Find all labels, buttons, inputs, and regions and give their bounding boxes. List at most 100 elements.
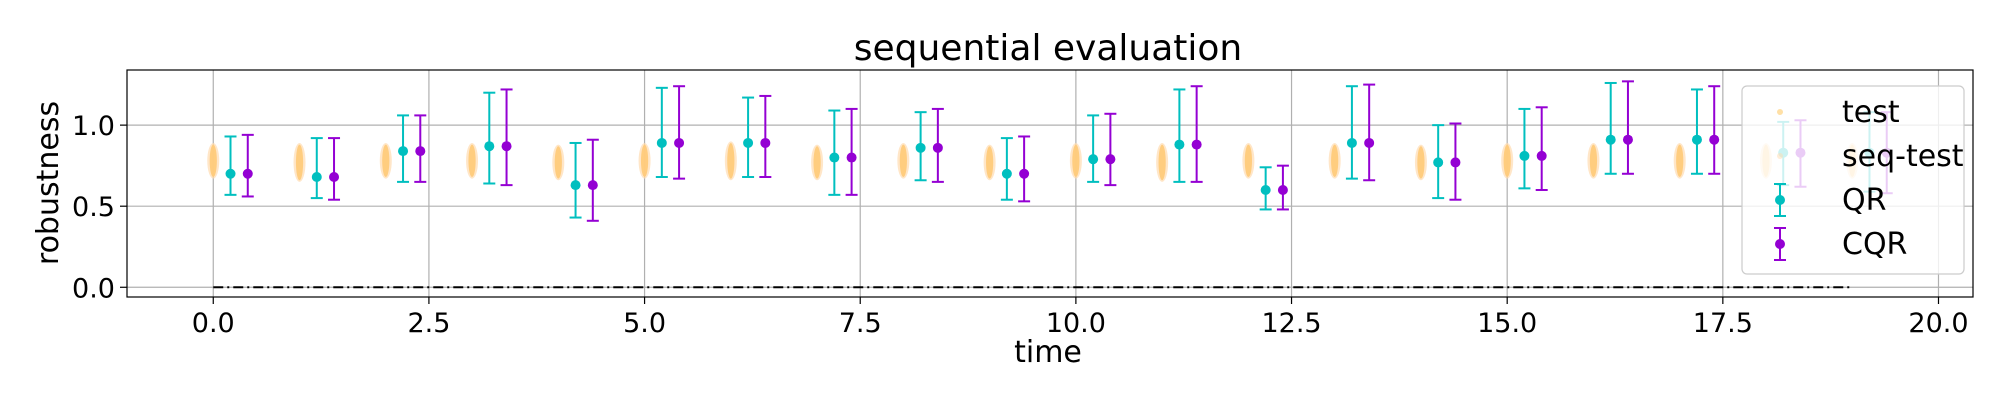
cqr-marker-9	[1019, 168, 1030, 179]
cqr-marker-7	[846, 152, 857, 163]
legend-label-seq-test: seq-test	[1842, 139, 1964, 174]
cqr-point-7	[845, 107, 858, 196]
test-marker-seq-test-16	[1587, 142, 1600, 179]
qr-point-8	[914, 111, 927, 182]
cqr-marker-6	[760, 137, 771, 148]
cqr-point-13	[1363, 83, 1376, 182]
qr-marker-17	[1691, 134, 1702, 145]
cqr-point-10	[1104, 112, 1117, 187]
x-axis-ticks: 0.0 2.5 5.0 7.5 10.0 12.5 15.0 17.5 20.0	[192, 297, 1969, 339]
test-marker-seq-test-9	[983, 144, 996, 181]
x-tick-label-8: 20.0	[1908, 308, 1968, 339]
qr-point-6	[742, 96, 755, 179]
x-tick-label-1: 2.5	[407, 308, 450, 339]
test-marker-seq-test-12	[1242, 142, 1255, 179]
legend-item-seq-test: seq-test	[1777, 139, 1964, 174]
test-marker-seq-test-2	[379, 142, 392, 179]
qr-marker-9	[1001, 168, 1012, 179]
qr-point-7	[828, 109, 841, 196]
test-marker-seq-test-15	[1501, 142, 1514, 179]
qr-marker-16	[1605, 134, 1616, 145]
test-marker-seq-test-8	[897, 142, 910, 179]
y-axis-label: robustness	[31, 101, 66, 265]
legend-label-test: test	[1842, 95, 1900, 130]
qr-point-16	[1604, 81, 1617, 175]
cqr-marker-2	[415, 146, 426, 157]
cqr-marker-16	[1622, 134, 1633, 145]
cqr-marker-5	[674, 137, 685, 148]
plot-frame	[126, 69, 1974, 298]
cqr-point-5	[673, 85, 686, 180]
cqr-point-9	[1018, 135, 1031, 203]
qr-marker-12	[1260, 184, 1271, 195]
qr-point-3	[483, 91, 496, 185]
qr-point-0	[224, 135, 237, 196]
cqr-marker-12	[1277, 184, 1288, 195]
cqr-point-11	[1190, 85, 1203, 183]
cqr-point-14	[1449, 122, 1462, 201]
x-tick-label-5: 12.5	[1261, 308, 1321, 339]
cqr-marker-1	[329, 172, 340, 183]
legend-item-cqr: CQR	[1774, 227, 1907, 262]
qr-marker-10	[1088, 154, 1099, 165]
qr-point-15	[1518, 107, 1531, 190]
legend-item-test: test	[1777, 95, 1900, 130]
qr-marker-8	[915, 142, 926, 153]
legend-label-cqr: CQR	[1842, 227, 1907, 262]
cqr-marker-10	[1105, 154, 1116, 165]
cqr-marker-0	[242, 168, 253, 179]
cqr-point-1	[328, 137, 341, 201]
qr-marker-4	[570, 180, 581, 191]
cqr-point-12	[1276, 164, 1289, 211]
test-marker-seq-test-17	[1673, 142, 1686, 179]
test-marker-seq-test-11	[1156, 142, 1169, 182]
cqr-marker-4	[587, 180, 598, 191]
cqr-point-0	[241, 133, 254, 198]
cqr-point-6	[759, 94, 772, 179]
x-tick-label-7: 17.5	[1693, 308, 1753, 339]
legend-item-qr: QR	[1774, 183, 1886, 218]
test-marker-seq-test-14	[1414, 144, 1427, 181]
qr-marker-13	[1346, 137, 1357, 148]
legend-marker-qr	[1775, 195, 1785, 205]
test-marker-seq-test-13	[1328, 142, 1341, 179]
test-marker-seq-test-0	[207, 142, 220, 179]
legend-box	[1741, 85, 1965, 275]
qr-point-1	[310, 137, 323, 200]
y-axis-ticks: 0.0 0.5 1.0	[72, 111, 127, 304]
qr-point-2	[397, 114, 410, 183]
test-marker-seq-test-10	[1069, 142, 1082, 179]
qr-point-13	[1345, 85, 1358, 180]
cqr-marker-14	[1450, 157, 1461, 168]
qr-marker-7	[829, 152, 840, 163]
qr-point-4	[569, 141, 582, 219]
test-marker-seq-test-4	[552, 144, 565, 181]
qr-point-10	[1087, 114, 1100, 183]
qr-point-9	[1000, 137, 1013, 201]
cqr-marker-3	[501, 141, 512, 152]
test-marker-seq-test-3	[466, 142, 479, 179]
legend-marker-seq-test	[1777, 153, 1783, 159]
x-tick-label-6: 15.0	[1477, 308, 1537, 339]
cqr-marker-11	[1191, 139, 1202, 150]
errorbar-series	[224, 80, 1893, 222]
y-tick-label-0: 0.0	[72, 273, 115, 304]
legend: test seq-test QR CQR	[1741, 85, 1965, 275]
cqr-marker-15	[1536, 150, 1547, 161]
qr-marker-2	[398, 146, 409, 157]
legend-marker-cqr	[1775, 239, 1785, 249]
cqr-point-15	[1535, 106, 1548, 191]
legend-label-qr: QR	[1842, 183, 1886, 218]
cqr-marker-13	[1364, 137, 1375, 148]
qr-point-11	[1173, 88, 1186, 183]
qr-marker-0	[225, 168, 236, 179]
x-tick-label-0: 0.0	[192, 308, 235, 339]
test-marker-seq-test-7	[811, 144, 824, 181]
y-tick-label-1: 0.5	[72, 192, 115, 223]
qr-marker-15	[1519, 150, 1530, 161]
qr-marker-6	[743, 137, 754, 148]
test-marker-seq-test-1	[293, 142, 306, 182]
chart-title: sequential evaluation	[854, 28, 1243, 69]
cqr-marker-17	[1709, 134, 1720, 145]
cqr-point-16	[1621, 80, 1634, 175]
